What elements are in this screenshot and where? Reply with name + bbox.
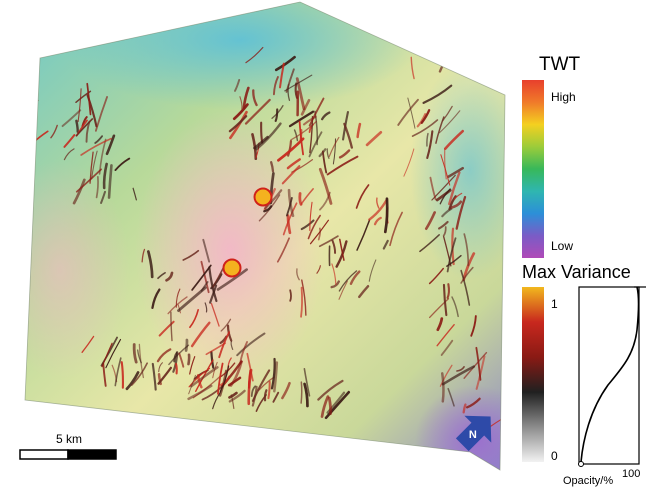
north-arrow-label: N: [469, 429, 477, 441]
well-marker-north: [253, 187, 273, 207]
surface-pink-west: [25, 160, 130, 380]
opacity-graph-frame: [578, 286, 640, 465]
scale-bar-label: 5 km: [56, 432, 83, 446]
scale-bar-black-segment: [67, 449, 117, 460]
twt-low-label: Low: [551, 239, 574, 253]
variance-lineaments: [25, 46, 505, 434]
scale-bar-white-segment: [19, 449, 69, 460]
twt-high-label: High: [551, 90, 576, 104]
variance-max-label: 1: [551, 297, 558, 311]
variance-legend-title: Max Variance: [522, 262, 631, 282]
north-arrow-icon: [455, 415, 492, 452]
scale-bar: [19, 449, 117, 460]
surface-pink-high: [135, 110, 325, 390]
variance-min-label: 0: [551, 449, 558, 463]
opacity-curve: [580, 286, 640, 463]
north-arrow: N: [455, 415, 492, 452]
twt-legend-title: TWT: [539, 54, 581, 75]
well-markers: [222, 187, 273, 278]
opacity-axis-label: Opacity/%: [563, 475, 614, 487]
opacity-graph: [578, 286, 646, 467]
seismic-surface: [24, 1, 506, 471]
variance-colorbar: [522, 287, 544, 462]
variance-legend: [522, 287, 544, 462]
well-marker-south: [222, 258, 242, 278]
opacity-origin-point: [578, 461, 584, 467]
surface-cyan-northeast: [410, 60, 505, 280]
twt-colorbar: [522, 80, 544, 258]
opacity-max-label: 100: [622, 468, 641, 480]
twt-legend: [522, 80, 544, 258]
